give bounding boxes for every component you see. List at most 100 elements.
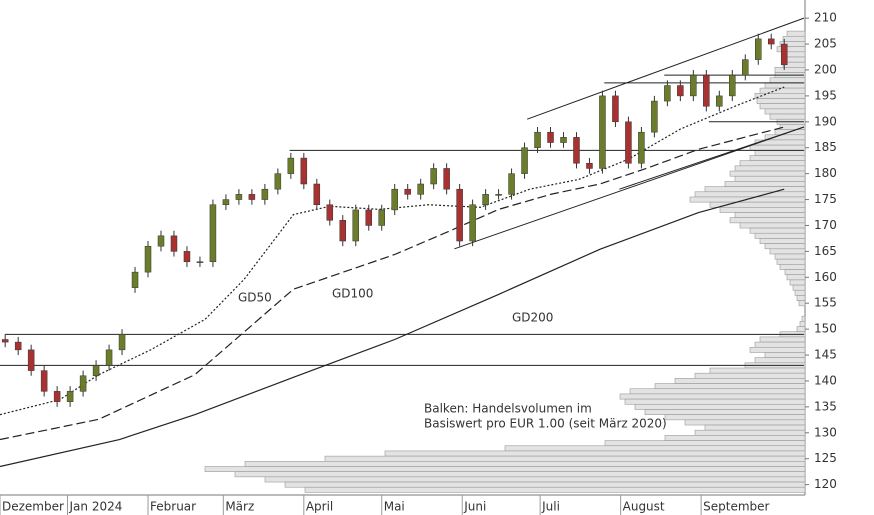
- volume-bar: [759, 238, 806, 244]
- candle-body: [521, 147, 528, 174]
- volume-bar: [764, 134, 806, 141]
- candle-body: [14, 341, 22, 351]
- x-tick-label: Dezember: [2, 500, 64, 514]
- candle-body: [248, 194, 256, 200]
- volume-bar: [634, 403, 806, 410]
- volume-bar: [709, 367, 806, 374]
- y-tick-label: 175: [814, 192, 837, 206]
- volume-bar: [799, 321, 806, 327]
- x-tick-label: August: [623, 500, 665, 514]
- volume-bar: [664, 414, 806, 421]
- candle-body: [690, 74, 697, 97]
- volume-bar: [619, 393, 806, 400]
- volume-bar: [754, 341, 806, 348]
- volume-bar: [734, 212, 806, 218]
- candle-body: [573, 137, 580, 164]
- candle-body: [780, 43, 788, 66]
- y-tick-label: 190: [814, 114, 837, 128]
- volume-bar: [786, 30, 806, 37]
- volume-bar: [729, 170, 806, 177]
- y-tick-label: 140: [814, 373, 837, 387]
- volume-bar: [704, 424, 806, 431]
- volume-bar: [684, 419, 806, 426]
- y-tick-label: 210: [814, 11, 837, 25]
- candle-body: [183, 251, 191, 263]
- candle-body: [157, 235, 165, 247]
- x-tick-label: März: [225, 500, 254, 514]
- candle-body: [1, 339, 9, 343]
- candle-body: [508, 173, 515, 195]
- volume-bar: [769, 248, 806, 255]
- volume-bar: [644, 409, 806, 415]
- volume-bar: [769, 113, 806, 120]
- volume-bar: [694, 191, 806, 198]
- volume-bar: [734, 165, 806, 172]
- volume-bar: [796, 326, 806, 333]
- candle-body: [547, 131, 554, 143]
- candle-body: [417, 183, 424, 195]
- y-tick-label: 195: [814, 88, 837, 102]
- candle-body: [261, 188, 269, 200]
- candle-body: [339, 220, 347, 242]
- y-tick-label: 150: [814, 322, 837, 336]
- volume-bar: [749, 346, 806, 353]
- volume-bar: [704, 186, 806, 193]
- candle-body: [716, 95, 723, 107]
- candle-body: [209, 204, 217, 263]
- volume-bar: [789, 279, 806, 286]
- x-tick-label: September: [703, 500, 769, 514]
- candle-body: [300, 157, 308, 185]
- y-tick-label: 185: [814, 140, 837, 154]
- candle-body: [638, 131, 645, 164]
- volume-bar: [734, 175, 806, 182]
- y-tick-label: 125: [814, 451, 837, 465]
- moving-average: [0, 188, 785, 468]
- candle-body: [287, 157, 295, 174]
- volume-bar: [754, 150, 806, 156]
- volume-bar: [779, 264, 806, 270]
- volume-bar: [754, 232, 806, 239]
- note: Balken: Handelsvolumen im: [424, 402, 592, 416]
- candle-body: [131, 271, 139, 288]
- volume-bar: [504, 445, 806, 452]
- x-tick-label: Jan 2024: [69, 500, 123, 514]
- candle-body: [560, 137, 567, 143]
- volume-bar: [764, 82, 806, 89]
- candle-body: [274, 173, 282, 190]
- candle-body: [625, 121, 632, 164]
- candle-body: [495, 194, 502, 196]
- trend-line: [454, 126, 805, 250]
- volume-bar: [796, 295, 806, 301]
- candle-body: [482, 194, 489, 205]
- x-tick-label: Juli: [541, 500, 560, 514]
- series-label: GD200: [512, 311, 553, 325]
- volume-bar: [674, 378, 806, 384]
- volume-bar: [234, 471, 806, 478]
- volume-bar: [729, 217, 806, 224]
- volume-bar: [624, 398, 806, 405]
- volume-bar: [719, 207, 806, 213]
- volume-bar: [801, 315, 806, 322]
- volume-bar: [792, 284, 806, 291]
- volume-bar: [759, 336, 806, 343]
- volume-bar: [664, 435, 806, 441]
- volume-bar: [782, 35, 806, 42]
- volume-bar: [786, 274, 806, 281]
- candle-body: [456, 188, 463, 242]
- volume-bar: [764, 243, 806, 250]
- volume-bar: [756, 98, 806, 104]
- volume-bar: [798, 300, 806, 307]
- candle-body: [365, 209, 372, 226]
- volume-bar: [784, 269, 806, 276]
- y-tick-label: 200: [814, 62, 837, 76]
- candle-body: [378, 209, 385, 226]
- volume-bar: [764, 108, 806, 115]
- volume-bar: [769, 77, 806, 84]
- candle-body: [144, 245, 152, 273]
- candle-body: [79, 375, 87, 392]
- y-tick-label: 135: [814, 399, 837, 413]
- candle-body: [118, 334, 126, 351]
- y-tick-label: 170: [814, 218, 837, 232]
- candle-body: [755, 38, 762, 60]
